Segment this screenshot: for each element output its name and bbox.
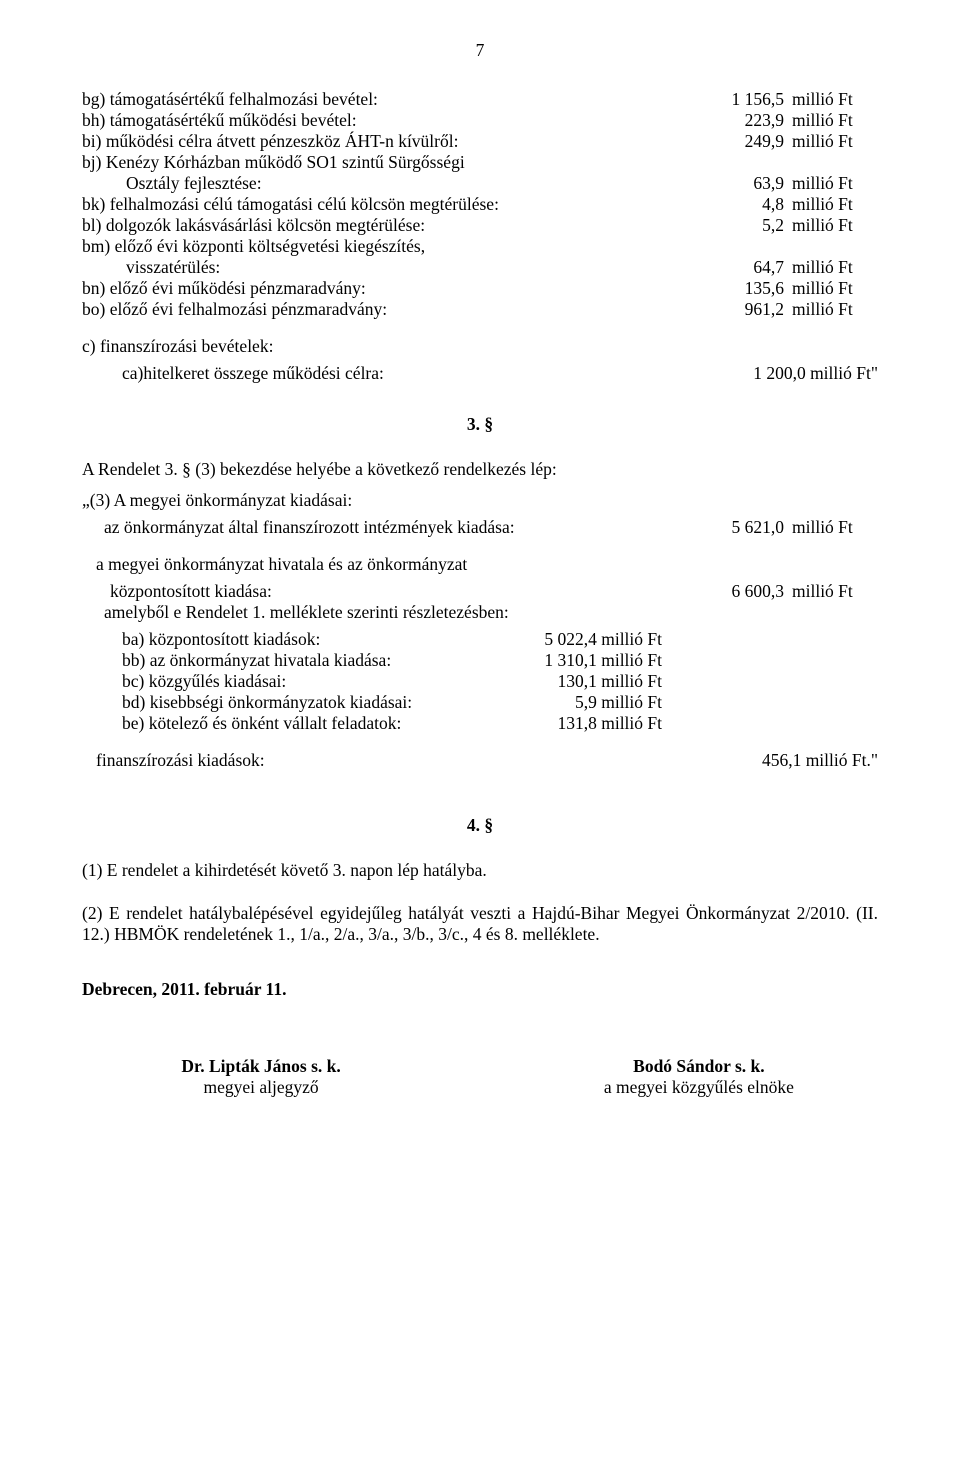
item-value: 456,1 millió Ft." [722,750,878,771]
item-value: 1 200,0 millió Ft" [722,363,878,384]
item-label: bl) dolgozók lakásvásárlási kölcsön megt… [82,215,714,236]
item-label: bg) támogatásértékű felhalmozási bevétel… [82,89,714,110]
item-label: bn) előző évi működési pénzmaradvány: [82,278,714,299]
item-value: 64,7 [714,257,784,278]
line-item: bl) dolgozók lakásvásárlási kölcsön megt… [82,215,878,236]
signatory-title: a megyei közgyűlés elnöke [520,1077,878,1098]
item-label: bd) kisebbségi önkormányzatok kiadásai: [82,692,502,713]
line-item: visszatérülés: 64,7 millió Ft [82,257,878,278]
item-label: bk) felhalmozási célú támogatási célú kö… [82,194,714,215]
block-line: amelyből e Rendelet 1. melléklete szerin… [82,602,878,623]
item-value: 223,9 [714,110,784,131]
item-label: az önkormányzat által finanszírozott int… [82,517,714,538]
item-value: 961,2 [714,299,784,320]
section-4-p1: (1) E rendelet a kihirdetését követő 3. … [82,860,878,881]
item-value: 1 310,1 millió Ft [502,650,662,671]
item-value: 5 022,4 millió Ft [502,629,662,650]
item-label: bo) előző évi felhalmozási pénzmaradvány… [82,299,714,320]
item-unit: millió Ft [784,517,878,538]
line-item: Osztály fejlesztése: 63,9 millió Ft [82,173,878,194]
item-unit: millió Ft [784,278,878,299]
sub-line-item: bd) kisebbségi önkormányzatok kiadásai: … [82,692,878,713]
item-label: bm) előző évi központi költségvetési kie… [82,236,714,257]
line-item: bj) Kenézy Kórházban működő SO1 szintű S… [82,152,878,173]
section-3-title: 3. § [82,414,878,435]
line-item: finanszírozási kiadások: 456,1 millió Ft… [82,750,878,771]
item-unit: millió Ft [784,299,878,320]
item-unit: millió Ft [784,194,878,215]
item-label: bc) közgyűlés kiadásai: [82,671,502,692]
quote-open-line: „(3) A megyei önkormányzat kiadásai: [82,490,878,511]
line-item: bm) előző évi központi költségvetési kie… [82,236,878,257]
signatory-title: megyei aljegyző [82,1077,440,1098]
sub-line-item: be) kötelező és önként vállalt feladatok… [82,713,878,734]
item-unit: millió Ft [784,215,878,236]
item-unit: millió Ft [784,110,878,131]
signature-row: Dr. Lipták János s. k. megyei aljegyző B… [82,1056,878,1098]
c-heading: c) finanszírozási bevételek: [82,336,878,357]
item-value: 249,9 [714,131,784,152]
document-page: 7 bg) támogatásértékű felhalmozási bevét… [0,0,960,1473]
item-label: bi) működési célra átvett pénzeszköz ÁHT… [82,131,714,152]
line-item: bh) támogatásértékű működési bevétel: 22… [82,110,878,131]
item-unit: millió Ft [784,89,878,110]
item-label: Osztály fejlesztése: [82,173,714,194]
section-4-title: 4. § [82,815,878,836]
line-item: központosított kiadása: 6 600,3 millió F… [82,581,878,602]
item-value: 5,9 millió Ft [502,692,662,713]
line-item: ca)hitelkeret összege működési célra: 1 … [82,363,878,384]
item-value: 5,2 [714,215,784,236]
item-label: visszatérülés: [82,257,714,278]
signatory-name: Dr. Lipták János s. k. [82,1056,440,1077]
item-unit: millió Ft [784,131,878,152]
item-label: bh) támogatásértékű működési bevétel: [82,110,714,131]
item-unit: millió Ft [784,257,878,278]
sub-line-item: bc) közgyűlés kiadásai: 130,1 millió Ft [82,671,878,692]
item-label: ba) központosított kiadások: [82,629,502,650]
line-item: az önkormányzat által finanszírozott int… [82,517,878,538]
sub-line-item: ba) központosított kiadások: 5 022,4 mil… [82,629,878,650]
item-value: 135,6 [714,278,784,299]
b-items-block: bg) támogatásértékű felhalmozási bevétel… [82,89,878,320]
section-4-p2: (2) E rendelet hatálybalépésével egyidej… [82,903,878,945]
block-line: a megyei önkormányzat hivatala és az önk… [82,554,878,575]
item-label: finanszírozási kiadások: [82,750,722,771]
item-value: 130,1 millió Ft [502,671,662,692]
item-value: 5 621,0 [714,517,784,538]
signature-right: Bodó Sándor s. k. a megyei közgyűlés eln… [520,1056,878,1098]
item-label: ca)hitelkeret összege működési célra: [82,363,722,384]
line-item: bn) előző évi működési pénzmaradvány: 13… [82,278,878,299]
page-number: 7 [82,40,878,61]
c-block: c) finanszírozási bevételek: ca)hitelker… [82,336,878,384]
item-value: 131,8 millió Ft [502,713,662,734]
item-label: központosított kiadása: [82,581,714,602]
item-value: 4,8 [714,194,784,215]
line-item: bk) felhalmozási célú támogatási célú kö… [82,194,878,215]
item-value: 6 600,3 [714,581,784,602]
signatory-name: Bodó Sándor s. k. [520,1056,878,1077]
sub-line-item: bb) az önkormányzat hivatala kiadása: 1 … [82,650,878,671]
item-label: be) kötelező és önként vállalt feladatok… [82,713,502,734]
line-item: bo) előző évi felhalmozási pénzmaradvány… [82,299,878,320]
item-unit: millió Ft [784,581,878,602]
signature-left: Dr. Lipták János s. k. megyei aljegyző [82,1056,440,1098]
item-label: bb) az önkormányzat hivatala kiadása: [82,650,502,671]
line-item: bg) támogatásértékű felhalmozási bevétel… [82,89,878,110]
line-item: bi) működési célra átvett pénzeszköz ÁHT… [82,131,878,152]
item-unit: millió Ft [784,173,878,194]
item-value: 63,9 [714,173,784,194]
item-value: 1 156,5 [714,89,784,110]
section-3-quote: „(3) A megyei önkormányzat kiadásai: az … [82,490,878,771]
section-3-lead: A Rendelet 3. § (3) bekezdése helyébe a … [82,459,878,480]
item-label: bj) Kenézy Kórházban működő SO1 szintű S… [82,152,714,173]
date-line: Debrecen, 2011. február 11. [82,979,878,1000]
